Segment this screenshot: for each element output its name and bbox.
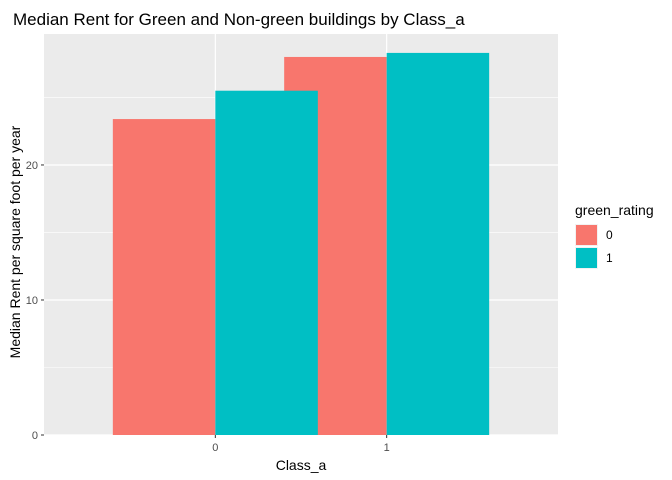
y-tick-label: 10 bbox=[26, 295, 38, 307]
y-axis-ticks: 0 10 20 bbox=[26, 160, 44, 442]
bars-group bbox=[112, 52, 490, 436]
y-axis-title: Median Rent per square foot per year bbox=[7, 125, 23, 358]
bar-series-1-cat-1 bbox=[386, 52, 490, 436]
legend-title: green_rating bbox=[575, 202, 654, 218]
chart-title: Median Rent for Green and Non-green buil… bbox=[13, 10, 465, 29]
bar-series-1-cat-0 bbox=[215, 90, 318, 436]
x-tick-label: 0 bbox=[212, 442, 218, 454]
legend-key-swatch bbox=[576, 225, 597, 245]
x-tick-label: 1 bbox=[384, 442, 390, 454]
legend-label: 0 bbox=[606, 228, 613, 242]
legend-key-swatch bbox=[576, 248, 597, 268]
y-tick-label: 0 bbox=[32, 430, 38, 442]
legend: green_rating 0 1 bbox=[575, 202, 654, 269]
x-axis-title: Class_a bbox=[276, 457, 327, 473]
legend-label: 1 bbox=[606, 251, 613, 265]
bar-series-0-cat-0 bbox=[112, 119, 216, 435]
y-tick-label: 20 bbox=[26, 160, 38, 172]
